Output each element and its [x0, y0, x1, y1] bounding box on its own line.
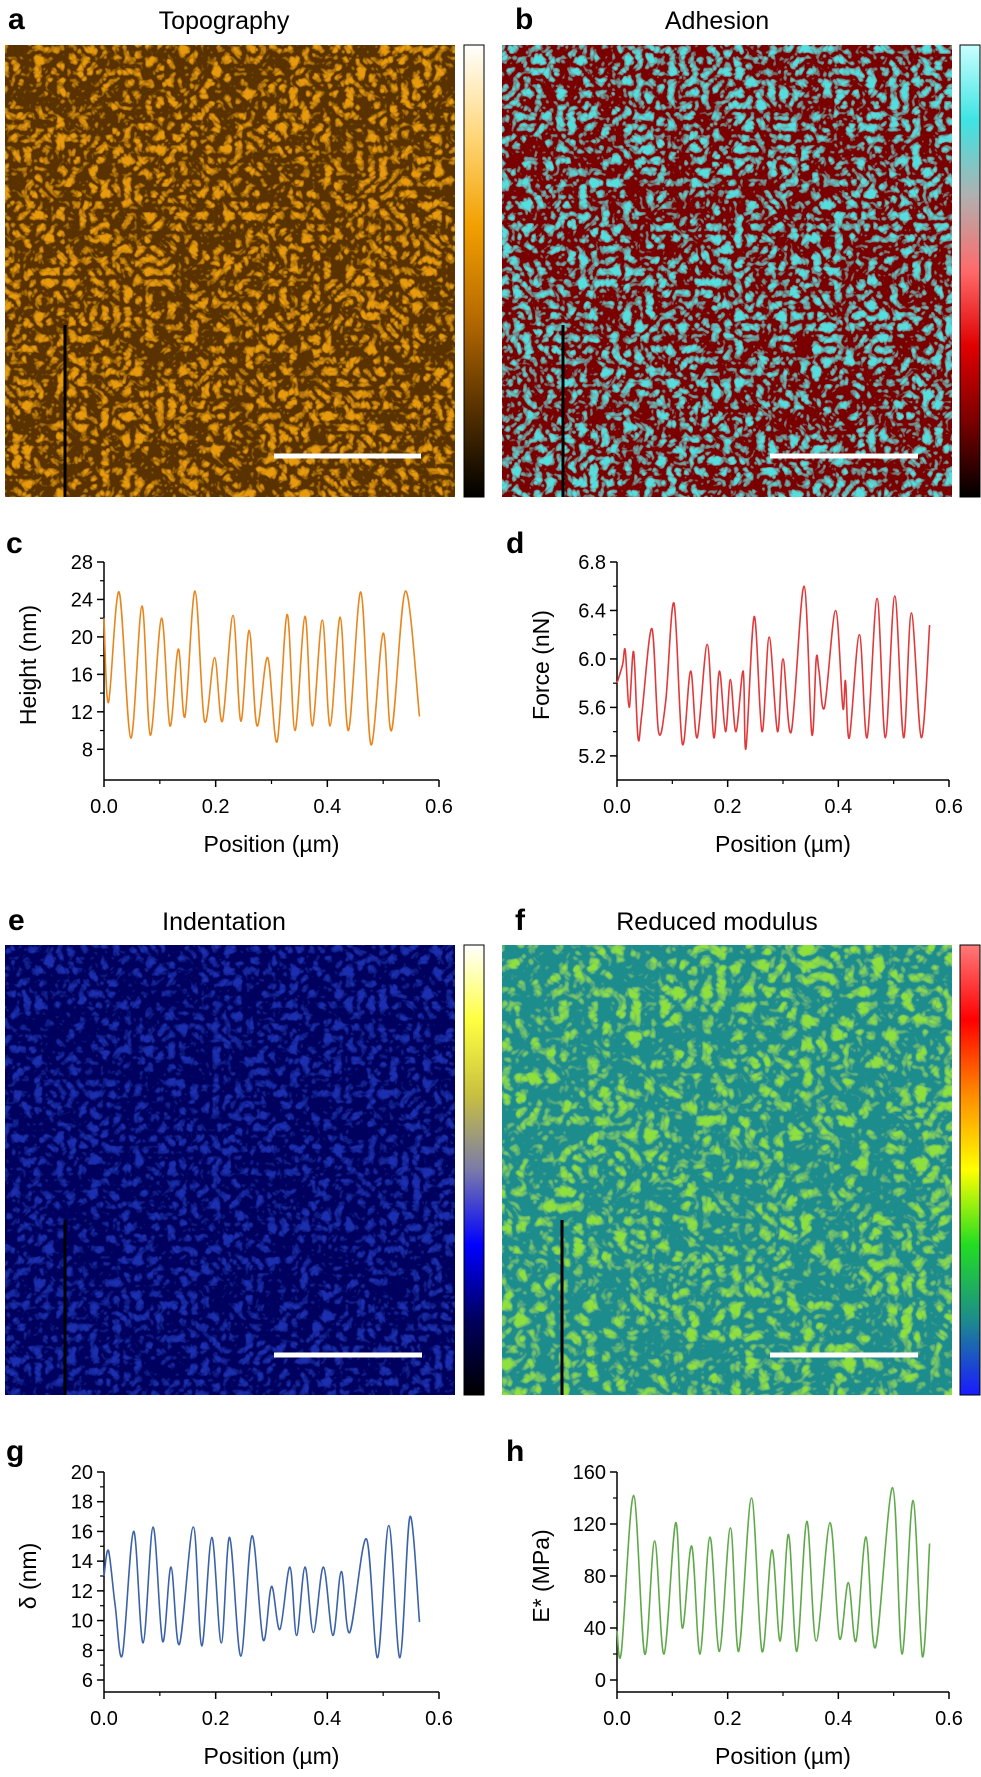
panel-a: a Topography — [5, 3, 485, 498]
y-axis-label: δ (nm) — [15, 1543, 41, 1609]
panel-title-adhesion: Adhesion — [665, 7, 769, 35]
x-tick-label: 0.4 — [313, 796, 341, 818]
y-tick-label: 160 — [573, 1462, 606, 1484]
x-axis-label: Position (µm) — [204, 831, 340, 857]
x-tick-label: 0.2 — [202, 796, 230, 818]
x-axis-label: Position (µm) — [204, 1743, 340, 1769]
y-axis-label: Height (nm) — [15, 605, 41, 725]
y-axis-label: E* (MPa) — [528, 1529, 554, 1622]
indentation-image — [5, 945, 455, 1395]
colorbar-adhesion — [959, 44, 981, 498]
panel-letter-a: a — [8, 3, 25, 36]
y-tick-label: 5.2 — [578, 746, 606, 768]
chart-height-profile: c 8 12 16 20 24 28 0.0 0.2 0.4 0.6 Position (µm) Hei… — [6, 527, 453, 857]
panel-title-indentation: Indentation — [162, 908, 286, 936]
x-tick-label: 0.0 — [90, 1708, 118, 1730]
y-tick-label: 20 — [71, 627, 93, 649]
x-tick-label: 0.6 — [425, 796, 453, 818]
panel-title-topography: Topography — [159, 7, 290, 35]
adhesion-image — [502, 45, 952, 497]
panel-e: e Indentation — [5, 904, 485, 1396]
y-tick-label: 8 — [82, 739, 93, 761]
panel-letter-b: b — [515, 3, 533, 36]
y-tick-label: 6 — [82, 1670, 93, 1692]
x-tick-label: 0.2 — [714, 1708, 742, 1730]
x-tick-label: 0.0 — [603, 796, 631, 818]
y-tick-label: 6.8 — [578, 552, 606, 574]
x-tick-label: 0.2 — [714, 796, 742, 818]
x-tick-label: 0.4 — [313, 1708, 341, 1730]
series-line — [103, 590, 421, 746]
x-tick-label: 0.0 — [603, 1708, 631, 1730]
y-tick-label: 10 — [71, 1611, 93, 1633]
y-tick-label: 16 — [71, 664, 93, 686]
topography-image — [5, 45, 455, 497]
x-tick-label: 0.4 — [824, 796, 852, 818]
panel-letter-h: h — [506, 1435, 524, 1468]
series-line — [616, 585, 931, 750]
panel-title-reduced-modulus: Reduced modulus — [616, 908, 818, 936]
y-tick-label: 0 — [595, 1670, 606, 1692]
y-tick-label: 18 — [71, 1492, 93, 1514]
x-tick-label: 0.0 — [90, 796, 118, 818]
y-tick-label: 12 — [71, 1581, 93, 1603]
y-tick-label: 14 — [71, 1551, 93, 1573]
panel-letter-d: d — [506, 527, 524, 560]
colorbar-topography — [463, 44, 485, 498]
y-axis-label: Force (nN) — [528, 610, 554, 720]
series-line — [616, 1486, 931, 1660]
panel-letter-g: g — [6, 1435, 24, 1468]
x-axis-label: Position (µm) — [715, 831, 851, 857]
chart-indentation-profile: g 6 8 10 12 14 16 18 20 0.0 0.2 0.4 0.6 Position (µm)… — [6, 1435, 453, 1769]
y-tick-label: 6.4 — [578, 600, 606, 622]
y-tick-label: 12 — [71, 702, 93, 724]
x-tick-label: 0.6 — [935, 1708, 963, 1730]
y-tick-label: 6.0 — [578, 649, 606, 671]
panel-f: f Reduced modulus — [502, 904, 981, 1396]
y-tick-label: 16 — [71, 1521, 93, 1543]
y-tick-label: 8 — [82, 1640, 93, 1662]
colorbar-reduced-modulus — [959, 944, 981, 1396]
panel-letter-c: c — [6, 527, 23, 560]
series-line — [103, 1515, 421, 1659]
y-tick-label: 120 — [573, 1514, 606, 1536]
x-tick-label: 0.2 — [202, 1708, 230, 1730]
y-tick-label: 20 — [71, 1462, 93, 1484]
x-tick-label: 0.4 — [824, 1708, 852, 1730]
chart-modulus-profile: h 0 40 80 120 160 0.0 0.2 0.4 0.6 Position (µm) E* … — [506, 1435, 963, 1769]
x-tick-label: 0.6 — [935, 796, 963, 818]
x-axis-label: Position (µm) — [715, 1743, 851, 1769]
panel-b: b Adhesion — [502, 3, 981, 498]
panel-letter-e: e — [8, 904, 25, 937]
y-tick-label: 28 — [71, 552, 93, 574]
panel-letter-f: f — [515, 904, 526, 937]
chart-force-profile: d 5.2 5.6 6.0 6.4 6.8 0.0 0.2 0.4 0.6 Position (µm… — [506, 527, 963, 857]
y-tick-label: 24 — [71, 589, 93, 611]
y-tick-label: 40 — [584, 1618, 606, 1640]
x-tick-label: 0.6 — [425, 1708, 453, 1730]
colorbar-indentation — [463, 944, 485, 1396]
reduced-modulus-image — [502, 945, 952, 1395]
y-tick-label: 80 — [584, 1566, 606, 1588]
y-tick-label: 5.6 — [578, 697, 606, 719]
